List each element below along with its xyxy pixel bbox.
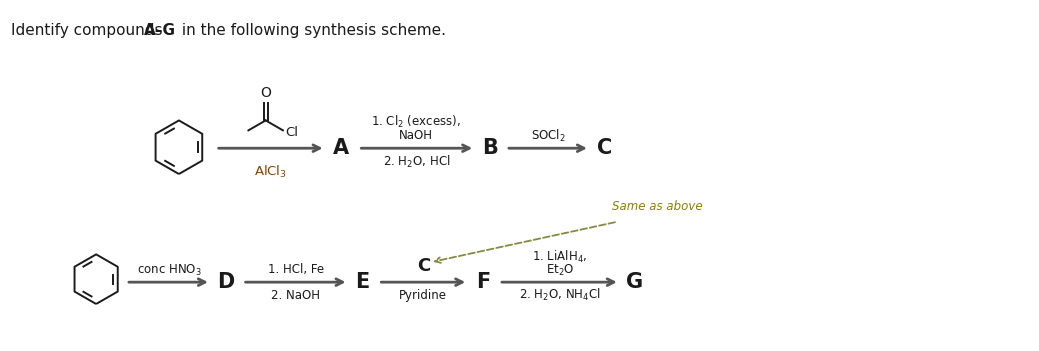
Text: 2. H$_2$O, HCl: 2. H$_2$O, HCl [382, 154, 450, 170]
Text: G: G [627, 272, 643, 292]
Text: 2. NaOH: 2. NaOH [271, 289, 320, 302]
Text: F: F [476, 272, 490, 292]
Text: D: D [217, 272, 235, 292]
Text: conc HNO$_3$: conc HNO$_3$ [136, 263, 202, 278]
Text: AlCl$_3$: AlCl$_3$ [255, 164, 287, 180]
Text: O: O [260, 86, 271, 100]
Text: C: C [417, 257, 430, 275]
Text: A–G: A–G [144, 23, 176, 38]
Text: 2. H$_2$O, NH$_4$Cl: 2. H$_2$O, NH$_4$Cl [520, 287, 601, 303]
Text: E: E [355, 272, 370, 292]
Text: Cl: Cl [285, 126, 298, 139]
Text: Pyridine: Pyridine [399, 289, 447, 302]
Text: Identify compounds: Identify compounds [11, 23, 167, 38]
Text: 1. HCl, Fe: 1. HCl, Fe [267, 263, 324, 276]
Text: B: B [482, 138, 498, 158]
Text: C: C [597, 138, 612, 158]
Text: 1. LiAlH$_4$,: 1. LiAlH$_4$, [532, 249, 587, 265]
Text: SOCl$_2$: SOCl$_2$ [531, 128, 565, 144]
Text: in the following synthesis scheme.: in the following synthesis scheme. [177, 23, 446, 38]
Text: A: A [332, 138, 348, 158]
Text: Et$_2$O: Et$_2$O [545, 263, 575, 278]
Text: Same as above: Same as above [612, 200, 703, 213]
Text: NaOH: NaOH [399, 129, 433, 142]
Text: 1. Cl$_2$ (excess),: 1. Cl$_2$ (excess), [371, 114, 461, 131]
